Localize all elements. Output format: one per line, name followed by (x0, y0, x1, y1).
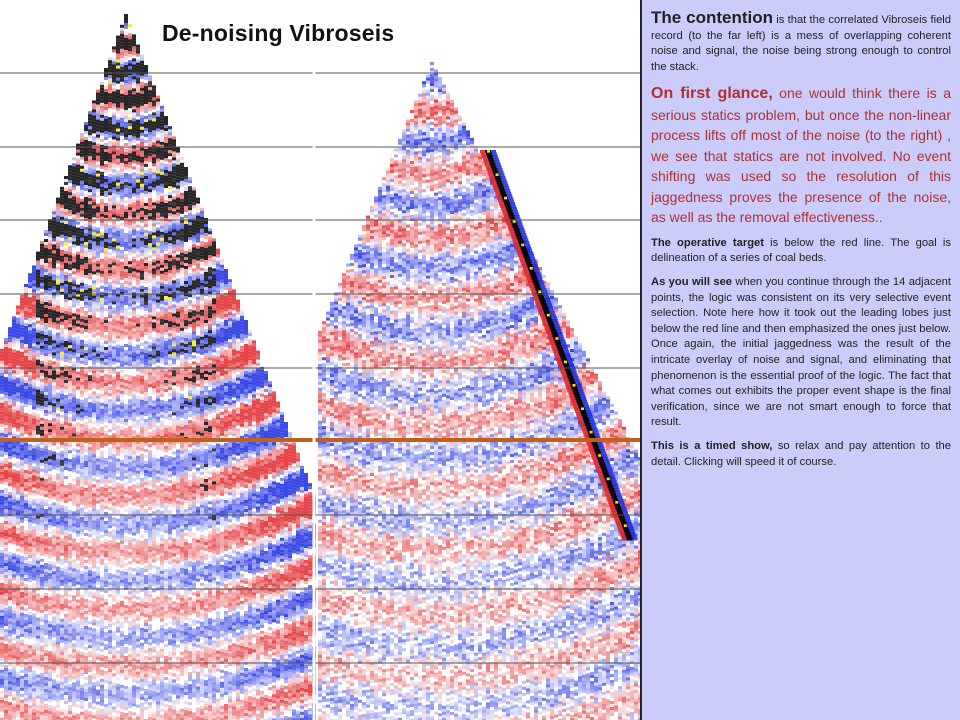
timing-lines (0, 72, 640, 664)
text-panel: The contention is that the correlated Vi… (640, 0, 960, 720)
seismic-figure (0, 14, 640, 720)
paragraph-operative-target: The operative target is below the red li… (651, 236, 951, 267)
paragraph-timed-show: This is a timed show, so relax and pay a… (651, 439, 951, 470)
paragraph-body: when you continue through the 14 adjacen… (651, 276, 951, 428)
denoised-record (318, 62, 640, 720)
paragraph-as-you-will-see: As you will see when you continue throug… (651, 275, 951, 431)
paragraph-lead: As you will see (651, 276, 732, 288)
paragraph-body: is below the red line. The goal is delin… (651, 237, 951, 265)
slide-title: De-noising Vibroseis (162, 20, 394, 47)
paragraph-lead: The contention (651, 8, 773, 27)
paragraph-contention: The contention is that the correlated Vi… (651, 8, 951, 75)
paragraph-body: so relax and pay attention to the detail… (651, 440, 951, 468)
paragraph-body: is that the correlated Vibroseis field r… (651, 14, 951, 73)
paragraph-body: one would think there is a serious stati… (651, 85, 951, 225)
paragraph-lead: This is a timed show, (651, 440, 772, 452)
paragraph-lead: The operative target (651, 237, 764, 249)
raw-vibroseis-record (0, 14, 316, 720)
paragraph-lead: On first glance, (651, 85, 773, 102)
seismic-comparison: De-noising Vibroseis (0, 14, 640, 720)
paragraph-first-glance: On first glance, one would think there i… (651, 83, 951, 228)
